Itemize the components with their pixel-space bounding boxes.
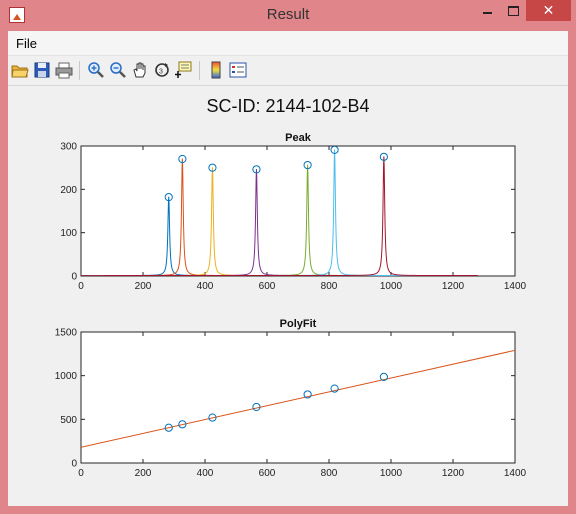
legend-icon[interactable] [229, 61, 247, 79]
pan-hand-icon[interactable] [131, 61, 149, 79]
axes-title: PolyFit [280, 318, 317, 330]
x-tick-label: 400 [197, 468, 214, 479]
x-tick-label: 400 [197, 281, 214, 292]
axes-peak: Peak 0 200 400 600 800 1000 1200 1400 0 100 200 300 [60, 132, 526, 292]
y-tick-label: 500 [60, 415, 77, 426]
y-tick-label: 1500 [55, 328, 78, 339]
rotate-3d-icon[interactable]: 3 [153, 61, 171, 79]
x-tick-label: 800 [321, 468, 338, 479]
y-tick-label: 1000 [55, 371, 78, 382]
x-tick-label: 1400 [504, 281, 527, 292]
figure-toolbar: 3 [8, 56, 568, 86]
colorbar-icon[interactable] [207, 61, 225, 79]
close-button[interactable]: ✕ [526, 0, 571, 21]
print-icon[interactable] [55, 61, 73, 79]
axes-polyfit: PolyFit 0 200 400 600 800 1000 1200 1400 0 500 1000… [55, 318, 527, 479]
x-tick-label: 1000 [380, 468, 403, 479]
x-tick-label: 600 [259, 468, 276, 479]
x-tick-label: 0 [78, 468, 84, 479]
x-tick-label: 600 [259, 281, 276, 292]
title-bar[interactable]: Result ✕ [0, 0, 576, 31]
x-tick-label: 800 [321, 281, 338, 292]
figure-client-area: File 3 [8, 31, 568, 506]
y-tick-label: 0 [71, 272, 77, 283]
maximize-button[interactable] [500, 0, 526, 21]
x-tick-label: 1400 [504, 468, 527, 479]
x-tick-label: 0 [78, 281, 84, 292]
plot-area [81, 332, 515, 463]
plot-area [81, 146, 515, 276]
x-tick-label: 200 [135, 468, 152, 479]
x-tick-label: 1200 [442, 468, 465, 479]
zoom-in-icon[interactable] [87, 61, 105, 79]
y-tick-label: 100 [60, 228, 77, 239]
x-tick-label: 1000 [380, 281, 403, 292]
menu-file[interactable]: File [16, 36, 37, 51]
toolbar-separator [79, 61, 80, 80]
minimize-button[interactable] [474, 0, 500, 21]
menu-bar: File [8, 31, 568, 56]
svg-text:3: 3 [159, 69, 163, 76]
data-cursor-icon[interactable] [175, 61, 193, 79]
figure-canvas: SC-ID: 2144-102-B4 Peak 0 200 400 600 800 1000… [8, 86, 568, 506]
y-tick-label: 300 [60, 142, 77, 153]
y-tick-label: 200 [60, 185, 77, 196]
zoom-out-icon[interactable] [109, 61, 127, 79]
axes-title: Peak [285, 132, 312, 144]
x-tick-label: 1200 [442, 281, 465, 292]
x-tick-label: 200 [135, 281, 152, 292]
toolbar-separator [199, 61, 200, 80]
save-icon[interactable] [33, 61, 51, 79]
y-tick-label: 0 [71, 459, 77, 470]
open-folder-icon[interactable] [11, 61, 29, 79]
